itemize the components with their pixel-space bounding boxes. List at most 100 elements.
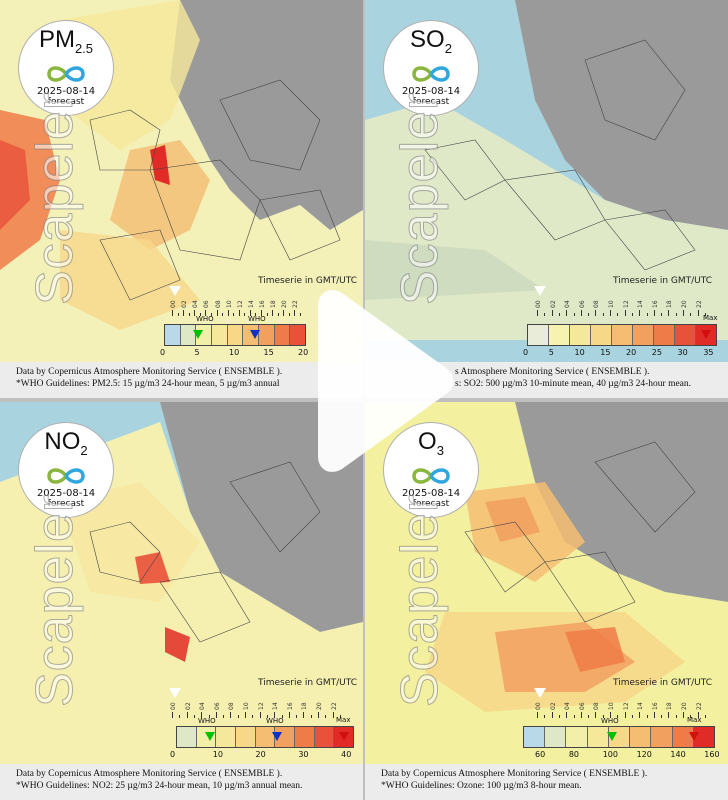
timeline-hour-label: 12 — [257, 702, 265, 710]
timeline-hour-label: 06 — [203, 300, 211, 308]
timeline-tick — [566, 310, 568, 316]
timeline-tick — [205, 310, 207, 316]
timeline-hour-label: 00 — [170, 300, 177, 308]
timeline-tick — [210, 313, 212, 316]
scale-cell — [236, 727, 256, 747]
timeline[interactable]: 00 02 04 06 08 10 12 14 16 18 20 22 — [535, 698, 707, 718]
timeline-tick — [310, 715, 312, 718]
forecast-label: forecast — [47, 498, 85, 509]
timeline-tick — [215, 712, 217, 718]
scale-tick-label: 160 — [704, 750, 720, 759]
scale-tick-label: 0 — [160, 348, 166, 357]
pollutant-name: SO2 — [410, 26, 452, 56]
timeline-hour-label: 06 — [213, 702, 221, 710]
timeline-tick — [617, 715, 619, 718]
forecast-date: 2025-08-14 — [401, 85, 461, 97]
timeline-tick — [705, 715, 706, 718]
panel-o3: O3 2025-08-14 forecast Scapeler Timeseri… — [365, 402, 728, 800]
scale-cell — [612, 325, 633, 345]
scale-cell — [165, 325, 181, 345]
caption-line-1: Data by Copernicus Atmosphere Monitoring… — [16, 769, 283, 779]
timeline-tick — [296, 715, 298, 718]
timeline-tick — [208, 715, 210, 718]
scale-tick-label: 140 — [670, 750, 686, 759]
timeline-tick — [179, 715, 181, 718]
timeline-tick — [631, 313, 633, 316]
timeline-hour-label: 04 — [564, 300, 572, 308]
timeline-hour-label: 02 — [549, 702, 557, 710]
timeline-tick — [252, 715, 254, 718]
scale-cell — [314, 727, 335, 747]
infinity-logo-icon — [412, 468, 450, 484]
map-pm25 — [0, 0, 363, 362]
timeline[interactable]: 00 02 04 06 08 10 12 14 16 18 20 22 — [535, 296, 707, 316]
scale-tick-label: 100 — [602, 750, 618, 759]
who-label-2: WHO — [248, 315, 266, 323]
scale-cell — [524, 727, 546, 747]
scale-cell — [587, 727, 609, 747]
timeline-hour-label: 10 — [225, 300, 233, 308]
scapeler-watermark: Scapeler — [26, 91, 85, 305]
timeline-tick — [697, 310, 699, 316]
timeline-tick — [558, 313, 560, 316]
timeline-hour-label: 16 — [259, 300, 267, 308]
caption-line-2: s: SO2: 500 µg/m3 10-minute mean, 40 µg/… — [455, 379, 692, 389]
timeline-tick — [566, 712, 568, 718]
timeline-tick — [661, 313, 663, 316]
scale-tick-label: 20 — [626, 348, 637, 357]
timeline-tick — [283, 310, 285, 316]
scale-cell — [274, 325, 291, 345]
scale-tick-label: 0 — [170, 750, 176, 759]
scale-tick-label: 20 — [298, 348, 309, 357]
timeline-tick — [172, 712, 173, 718]
timeline-tick — [544, 715, 546, 718]
timeline-tick — [222, 313, 224, 316]
timeline-tick — [602, 715, 604, 718]
timeline-tick — [580, 712, 582, 718]
caption-line-1: Data by Copernicus Atmosphere Monitoring… — [381, 769, 648, 779]
caption-line-1: s Atmosphere Monitoring Service ( ENSEMB… — [455, 367, 650, 377]
timeline-tick — [230, 712, 232, 718]
timeline-hour-label: 20 — [316, 702, 324, 710]
scale-tick-label: 35 — [703, 348, 714, 357]
timeline-tick — [237, 715, 239, 718]
timeline-tick — [631, 715, 633, 718]
caption: Data by Copernicus Atmosphere Monitoring… — [365, 764, 728, 800]
scale-cell — [591, 325, 612, 345]
scale-cell — [227, 325, 244, 345]
timeline-tick — [277, 313, 279, 316]
scale-cell — [630, 727, 652, 747]
timeline-hour-label: 08 — [593, 300, 601, 308]
infinity-logo-icon — [47, 468, 85, 484]
timeline-tick — [653, 310, 655, 316]
pollutant-badge: PM2.5 2025-08-14 forecast — [18, 20, 114, 116]
max-marker — [701, 330, 711, 339]
timeline-tick — [610, 310, 612, 316]
timeline-tick — [683, 310, 685, 316]
timeline-hour-label: 06 — [578, 702, 586, 710]
scale-tick-label: 25 — [651, 348, 662, 357]
forecast-label: forecast — [412, 96, 450, 107]
pollutant-badge: O3 2025-08-14 forecast — [383, 422, 479, 518]
caption: Data by Copernicus Atmosphere Monitoring… — [0, 764, 363, 800]
panel-no2: NO2 2025-08-14 forecast Scapeler Timeser… — [0, 402, 363, 800]
caption-line-2: *WHO Guidelines: Ozone: 100 µg/m3 8-hour… — [381, 781, 582, 791]
timeline-hour-label: 16 — [651, 702, 659, 710]
timeline-tick — [661, 715, 663, 718]
play-button-icon[interactable] — [300, 286, 460, 476]
timeline[interactable]: 00 02 04 06 08 10 12 14 16 18 20 22 — [170, 296, 302, 316]
panel-so2: SO2 2025-08-14 forecast Scapeler Timeser… — [365, 0, 728, 398]
timeline-tick — [188, 313, 190, 316]
scale-cell — [633, 325, 654, 345]
who-marker-green — [193, 330, 203, 339]
timeline-tick — [340, 715, 341, 718]
timeline-tick — [227, 310, 229, 316]
pollutant-name: O3 — [418, 428, 444, 458]
pollutant-badge: SO2 2025-08-14 forecast — [383, 20, 479, 116]
timeline[interactable]: 00 02 04 06 08 10 12 14 16 18 20 22 — [170, 698, 342, 718]
timeline-tick — [675, 715, 677, 718]
timeline-tick — [199, 313, 201, 316]
scale-cell — [216, 727, 237, 747]
timeline-hour-label: 04 — [564, 702, 572, 710]
who-marker-green — [607, 732, 617, 741]
